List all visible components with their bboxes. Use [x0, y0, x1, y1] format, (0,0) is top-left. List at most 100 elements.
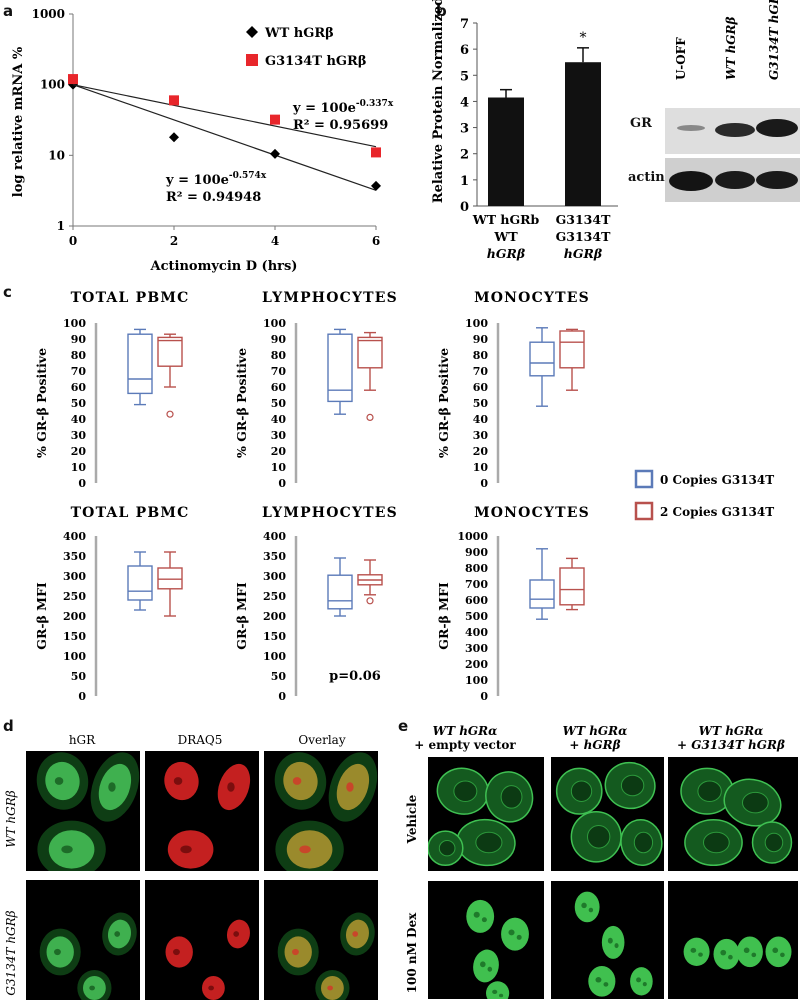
blot-band-label-gr: GR [630, 116, 652, 131]
panel-a-xtick-label: 2 [170, 234, 178, 248]
western-blot: U-OFF WT hGRβ G3134T hGRβ [665, 0, 800, 210]
panel-c-ylabel: GR-β MFI [436, 582, 451, 650]
panel-c-ytick-label: 60 [473, 381, 489, 394]
panel-c-ylabel: GR-β MFI [234, 582, 249, 650]
panel-b-category-label: G3134T [556, 212, 611, 227]
panel-b-ytick-label: 4 [460, 95, 469, 110]
panel-b-ytick-label: 7 [460, 17, 469, 32]
panel-c-outlier [166, 410, 174, 418]
panel-c-ytick-label: 900 [465, 546, 488, 559]
panel-c-ytick-label: 0 [480, 690, 488, 703]
panel-c-ytick-label: 250 [63, 590, 86, 603]
panel-c-box [529, 341, 555, 377]
legend-swatch-2-copies [634, 501, 654, 521]
panel-b-significance: * [580, 30, 587, 46]
panel-d-col-overlay: Overlay [298, 733, 345, 747]
panel-c-ytick-label: 90 [271, 333, 287, 346]
panel-c-ytick-label: 50 [271, 670, 287, 683]
panel-a-r2: R² = 0.94948 [166, 190, 261, 205]
panel-d-image-wt-draq5 [145, 751, 259, 871]
panel-c-charts: TOTAL PBMC % GR-β Positive 0 10 20 30 40 50 60 70… [34, 290, 774, 703]
panel-c-ytick-label: 0 [78, 477, 86, 490]
panel-c-ytick-label: 50 [271, 397, 287, 410]
panel-c-ytick-label: 50 [473, 397, 489, 410]
panel-c-outlier [366, 597, 374, 605]
panel-c-ylabel: % GR-β Positive [34, 348, 49, 458]
panel-c-ytick-label: 100 [465, 674, 488, 687]
legend-swatch-0-copies [634, 469, 654, 489]
panel-c-pvalue: p=0.06 [329, 669, 381, 684]
legend-label-2-copies: 2 Copies G3134T [660, 505, 774, 519]
panel-c-boxplot: LYMPHOCYTES % GR-β Positive 0 10 20 30 40 50 60 7… [234, 290, 397, 490]
panel-c-ylabel: % GR-β Positive [234, 348, 249, 458]
panel-c-ytick-label: 10 [473, 461, 489, 474]
panel-b-ytick-label: 3 [460, 122, 469, 137]
panel-c-ytick-label: 80 [71, 349, 87, 362]
panel-c-ytick-label: 500 [465, 610, 488, 623]
band-actin-lane1 [669, 171, 713, 191]
panel-e-col3-l1: WT hGRα [699, 724, 764, 738]
panel-e-col1-l1: WT hGRα [433, 724, 498, 738]
panel-e-image-vehicle-2 [551, 757, 664, 871]
panel-d-image-mut-hgr [26, 880, 140, 1000]
panel-c-ytick-label: 400 [63, 530, 86, 543]
panel-b-ylabel-text: Relative Protein Normalized [431, 0, 446, 203]
panel-d-image-wt-hgr [26, 751, 140, 871]
panel-b-category-label: WT hGRb [472, 212, 540, 227]
band-gr-lane1 [677, 125, 705, 131]
panel-c-ytick-label: 200 [465, 658, 488, 671]
panel-c-title: TOTAL PBMC [71, 505, 190, 521]
panel-d-col-draq5: DRAQ5 [178, 733, 223, 747]
panel-c-title: MONOCYTES [474, 505, 590, 521]
panel-c-ytick-label: 70 [71, 365, 87, 378]
panel-c-ytick-label: 100 [465, 317, 488, 330]
panel-a-ytick-label: 10 [48, 148, 65, 162]
panel-c-outlier [366, 413, 374, 421]
panel-c-box [127, 333, 153, 395]
panel-c-title: MONOCYTES [474, 290, 590, 306]
panel-c-ytick-label: 80 [473, 349, 489, 362]
panel-c-ytick-label: 300 [465, 642, 488, 655]
panel-b-category-label: hGRβ [487, 246, 526, 261]
panel-c-ytick-label: 60 [71, 381, 87, 394]
panel-a-fit-equation: y = 100e-0.574x [165, 171, 267, 188]
panel-c-ytick-label: 20 [473, 445, 489, 458]
panel-b-chart: Relative Protein Normalized 0 1 2 3 4 5 6 7 WT h… [431, 0, 618, 261]
panel-b-ytick-label: 2 [460, 148, 469, 163]
panel-a-point [169, 132, 179, 143]
panel-e-col1-l2: + empty vector [414, 738, 516, 752]
panel-c-box [327, 574, 353, 610]
panel-a-point [270, 114, 280, 125]
panel-c-ytick-label: 600 [465, 594, 488, 607]
panel-c-ytick-label: 40 [71, 413, 87, 426]
panel-c-box [559, 330, 585, 369]
panel-a-xlabel: Actinomycin D (hrs) [150, 259, 298, 274]
panel-letter-d: d [3, 717, 14, 735]
panel-e-image-vehicle-3 [668, 757, 798, 871]
panel-a-point [169, 95, 179, 106]
panel-c-ytick-label: 90 [473, 333, 489, 346]
panel-c-title: LYMPHOCYTES [262, 505, 398, 521]
panel-c-ytick-label: 60 [271, 381, 287, 394]
panel-b-ytick-label: 5 [460, 69, 469, 84]
panel-c-ytick-label: 400 [263, 530, 286, 543]
panel-a-point [371, 147, 381, 158]
panel-c-ytick-label: 250 [263, 590, 286, 603]
panel-b-category-label: G3134T [556, 229, 611, 244]
panel-c-boxplot: MONOCYTES GR-β MFI 0 100 200 300 400 500 600 700 8… [436, 505, 590, 703]
panel-c-ytick-label: 70 [473, 365, 489, 378]
panel-c-ytick-label: 30 [271, 429, 287, 442]
panel-c-box [559, 567, 585, 606]
panel-c-ytick-label: 40 [271, 413, 287, 426]
panel-c-ytick-label: 100 [63, 650, 86, 663]
panel-c-ytick-label: 80 [271, 349, 287, 362]
panel-c-ytick-label: 0 [78, 690, 86, 703]
panel-c-ytick-label: 350 [263, 550, 286, 563]
panel-b-bar [488, 97, 524, 206]
panel-e-micrographs: WT hGRα + empty vector WT hGRα + hGRβ WT… [405, 724, 798, 999]
panel-c-ytick-label: 30 [71, 429, 87, 442]
panel-a-xtick-label: 4 [271, 234, 279, 248]
panel-e-row-vehicle: Vehicle [405, 794, 419, 844]
panel-c-ytick-label: 350 [63, 550, 86, 563]
panel-d-image-mut-draq5 [145, 880, 259, 1000]
